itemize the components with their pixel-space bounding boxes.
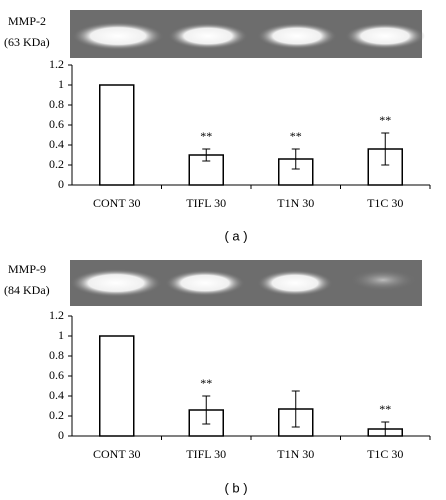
y-tick-label: 0.2 (49, 408, 64, 422)
caption: ( b ) (224, 480, 247, 495)
error-bar (202, 395, 211, 425)
gel-label: MMP-9 (8, 262, 46, 276)
x-tick-label: T1N 30 (277, 196, 314, 210)
bar (99, 335, 135, 437)
gel-sublabel: (63 KDa) (4, 35, 50, 49)
gel-b (70, 260, 422, 306)
significance: ** (379, 113, 391, 127)
y-tick-label: 0 (58, 428, 64, 442)
y-tick-label: 1.2 (49, 57, 64, 71)
y-tick-label: 0.8 (49, 97, 64, 111)
significance: ** (379, 402, 391, 416)
gel-sublabel: (84 KDa) (4, 283, 50, 297)
significance: ** (200, 129, 212, 143)
y-tick-label: 0.2 (49, 157, 64, 171)
error-bar (202, 148, 211, 162)
significance: ** (200, 376, 212, 390)
significance: ** (290, 129, 302, 143)
error-bar (291, 148, 300, 170)
x-tick-label: T1C 30 (367, 447, 403, 461)
y-tick-label: 1 (58, 328, 64, 342)
x-tick-label: TIFL 30 (186, 447, 226, 461)
y-tick-label: 0.4 (49, 388, 64, 402)
y-tick-label: 0.4 (49, 137, 64, 151)
x-tick-label: T1C 30 (367, 196, 403, 210)
x-tick-label: CONT 30 (93, 196, 140, 210)
error-bar (291, 390, 300, 428)
y-tick-label: 0.8 (49, 348, 64, 362)
x-tick-label: CONT 30 (93, 447, 140, 461)
y-tick-label: 1.2 (49, 308, 64, 322)
y-tick-label: 0.6 (49, 368, 64, 382)
x-tick-label: T1N 30 (277, 447, 314, 461)
gel-label: MMP-2 (8, 14, 46, 28)
bar (99, 84, 135, 186)
caption: ( a ) (224, 228, 247, 243)
y-tick-label: 1 (58, 77, 64, 91)
y-tick-label: 0.6 (49, 117, 64, 131)
y-tick-label: 0 (58, 177, 64, 191)
x-tick-label: TIFL 30 (186, 196, 226, 210)
gel-a (70, 10, 425, 58)
error-bar (381, 421, 390, 437)
error-bar (381, 132, 390, 166)
